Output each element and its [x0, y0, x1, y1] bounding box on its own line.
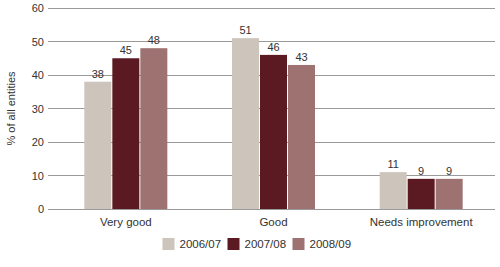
bar: [408, 179, 435, 209]
y-tick-label: 10: [32, 170, 44, 182]
data-label: 9: [418, 165, 424, 177]
legend-label: 2008/09: [310, 238, 352, 250]
grid-line: [48, 8, 495, 9]
y-tick-label: 50: [32, 36, 44, 48]
bar: [232, 38, 259, 209]
data-label: 48: [148, 34, 160, 46]
data-labels: 38 51 11 45 46 9 48 43 9: [92, 24, 453, 177]
data-label: 43: [295, 51, 307, 63]
legend-swatch: [293, 238, 305, 250]
data-label: 38: [92, 68, 104, 80]
data-label: 45: [120, 44, 132, 56]
legend-swatch: [163, 238, 175, 250]
x-tick-label: Needs improvement: [370, 216, 474, 228]
y-tick-label: 30: [32, 103, 44, 115]
page: 0 10 20 30 40 50 60 % of all entities 38 51 11 45 46…: [0, 0, 500, 267]
data-label: 46: [267, 41, 279, 53]
bar: [112, 58, 139, 209]
bar: [260, 55, 287, 209]
bar: [436, 179, 463, 209]
x-tick-label: Good: [259, 216, 287, 228]
y-tick-label: 20: [32, 136, 44, 148]
data-label: 51: [239, 24, 251, 36]
data-label: 11: [387, 158, 398, 170]
chart-svg: 0 10 20 30 40 50 60 % of all entities 38 51 11 45 46…: [0, 0, 500, 267]
legend: 2006/07 2007/08 2008/09: [163, 238, 352, 250]
bar: [380, 172, 407, 209]
y-axis-label: % of all entities: [5, 71, 17, 145]
data-label: 9: [446, 165, 452, 177]
legend-label: 2006/07: [180, 238, 222, 250]
bar: [84, 82, 111, 209]
bar: [140, 48, 167, 209]
legend-label: 2007/08: [245, 238, 287, 250]
bars: [84, 38, 462, 209]
legend-swatch: [228, 238, 240, 250]
bar: [288, 65, 315, 209]
chart-container: 0 10 20 30 40 50 60 % of all entities 38 51 11 45 46…: [0, 0, 500, 267]
y-tick-label: 0: [38, 203, 44, 215]
y-axis: 0 10 20 30 40 50 60: [32, 2, 495, 215]
y-tick-label: 60: [32, 2, 44, 14]
x-tick-label: Very good: [100, 216, 152, 228]
x-axis: Very good Good Needs improvement: [100, 216, 473, 228]
y-tick-label: 40: [32, 69, 44, 81]
